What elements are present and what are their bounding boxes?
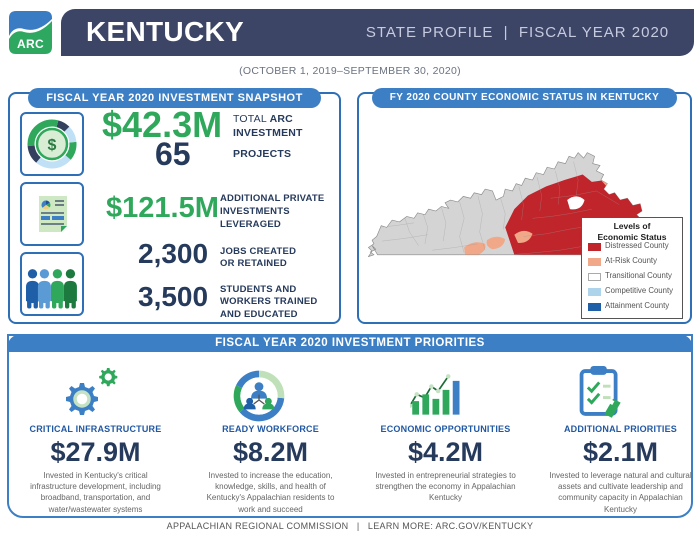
- svg-text:$: $: [48, 137, 57, 154]
